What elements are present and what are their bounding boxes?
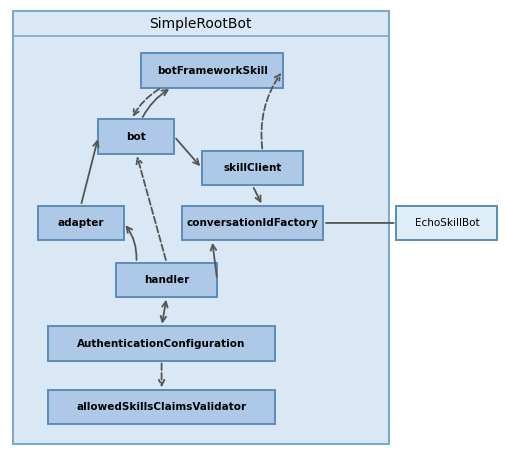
FancyBboxPatch shape — [48, 390, 275, 424]
Text: EchoSkillBot: EchoSkillBot — [415, 218, 479, 228]
FancyBboxPatch shape — [182, 206, 323, 240]
Text: conversationIdFactory: conversationIdFactory — [187, 218, 318, 228]
FancyBboxPatch shape — [38, 206, 124, 240]
Text: AuthenticationConfiguration: AuthenticationConfiguration — [77, 339, 246, 349]
FancyBboxPatch shape — [13, 11, 389, 444]
FancyBboxPatch shape — [141, 54, 283, 87]
FancyBboxPatch shape — [396, 206, 497, 240]
Text: adapter: adapter — [58, 218, 104, 228]
FancyBboxPatch shape — [48, 327, 275, 360]
Text: handler: handler — [144, 275, 189, 285]
FancyBboxPatch shape — [116, 263, 217, 297]
Text: bot: bot — [126, 131, 146, 142]
Text: allowedSkillsClaimsValidator: allowedSkillsClaimsValidator — [77, 402, 246, 412]
FancyBboxPatch shape — [202, 151, 303, 186]
Text: skillClient: skillClient — [223, 163, 282, 173]
FancyBboxPatch shape — [98, 120, 174, 154]
Text: botFrameworkSkill: botFrameworkSkill — [157, 66, 268, 76]
Text: SimpleRootBot: SimpleRootBot — [149, 17, 252, 31]
